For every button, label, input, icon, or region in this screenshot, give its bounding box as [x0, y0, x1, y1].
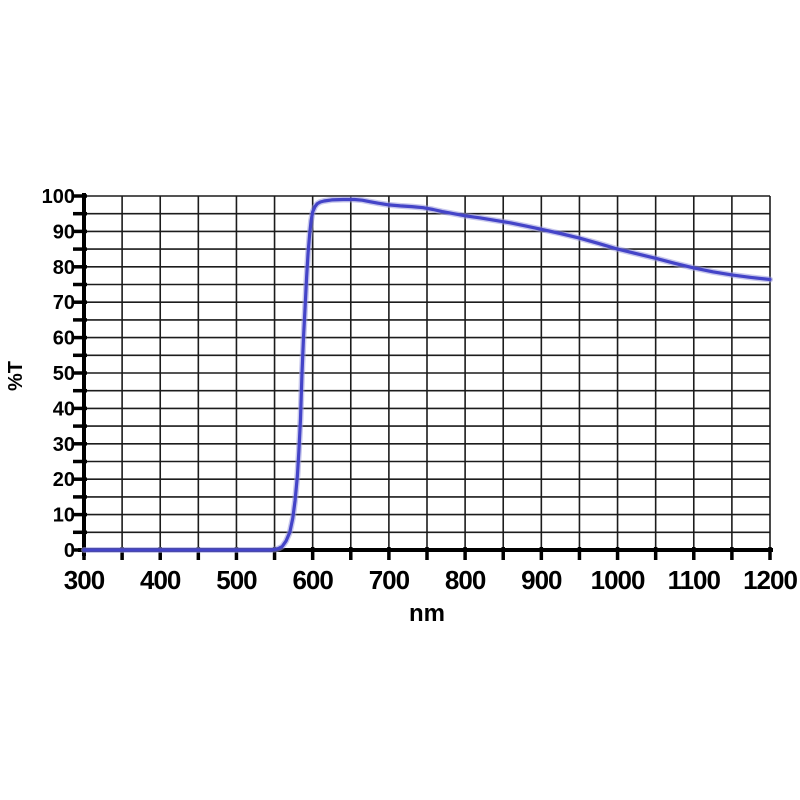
curve-line: [82, 197, 772, 552]
y-tick-label: 60: [53, 328, 75, 350]
y-tick-label: 30: [53, 434, 75, 456]
y-tick-label: 70: [53, 292, 75, 314]
y-tick-label: 40: [53, 398, 75, 420]
axes: [78, 193, 773, 556]
x-axis-label: nm: [409, 600, 445, 627]
transmission-curve: [81, 196, 773, 553]
y-tick-label: 50: [53, 363, 75, 385]
x-tick-label: 900: [521, 565, 562, 595]
x-tick-label: 1100: [668, 565, 721, 595]
y-tick-label: 20: [53, 469, 75, 491]
grid: [83, 195, 771, 551]
y-tick-label: 80: [53, 257, 75, 279]
y-axis-label: %T: [5, 361, 27, 391]
x-tick-label: 700: [369, 565, 410, 595]
x-tick-label: 1000: [591, 565, 645, 595]
y-tick-label: 10: [53, 505, 75, 527]
x-tick-label: 300: [64, 565, 105, 595]
tick-labels: 300 400 500 600 700 800 900 1000 1100 1200 0 10 20 30…: [42, 186, 799, 595]
axis-ticks: [73, 194, 772, 560]
x-tick-label: 500: [216, 565, 257, 595]
x-tick-label: 800: [445, 565, 486, 595]
y-tick-label: 0: [64, 540, 75, 562]
y-tick-label: 100: [42, 186, 75, 208]
x-tick-label: 1200: [743, 565, 797, 595]
x-tick-label: 400: [140, 565, 181, 595]
y-tick-label: 90: [53, 221, 75, 243]
x-tick-label: 600: [292, 565, 333, 595]
